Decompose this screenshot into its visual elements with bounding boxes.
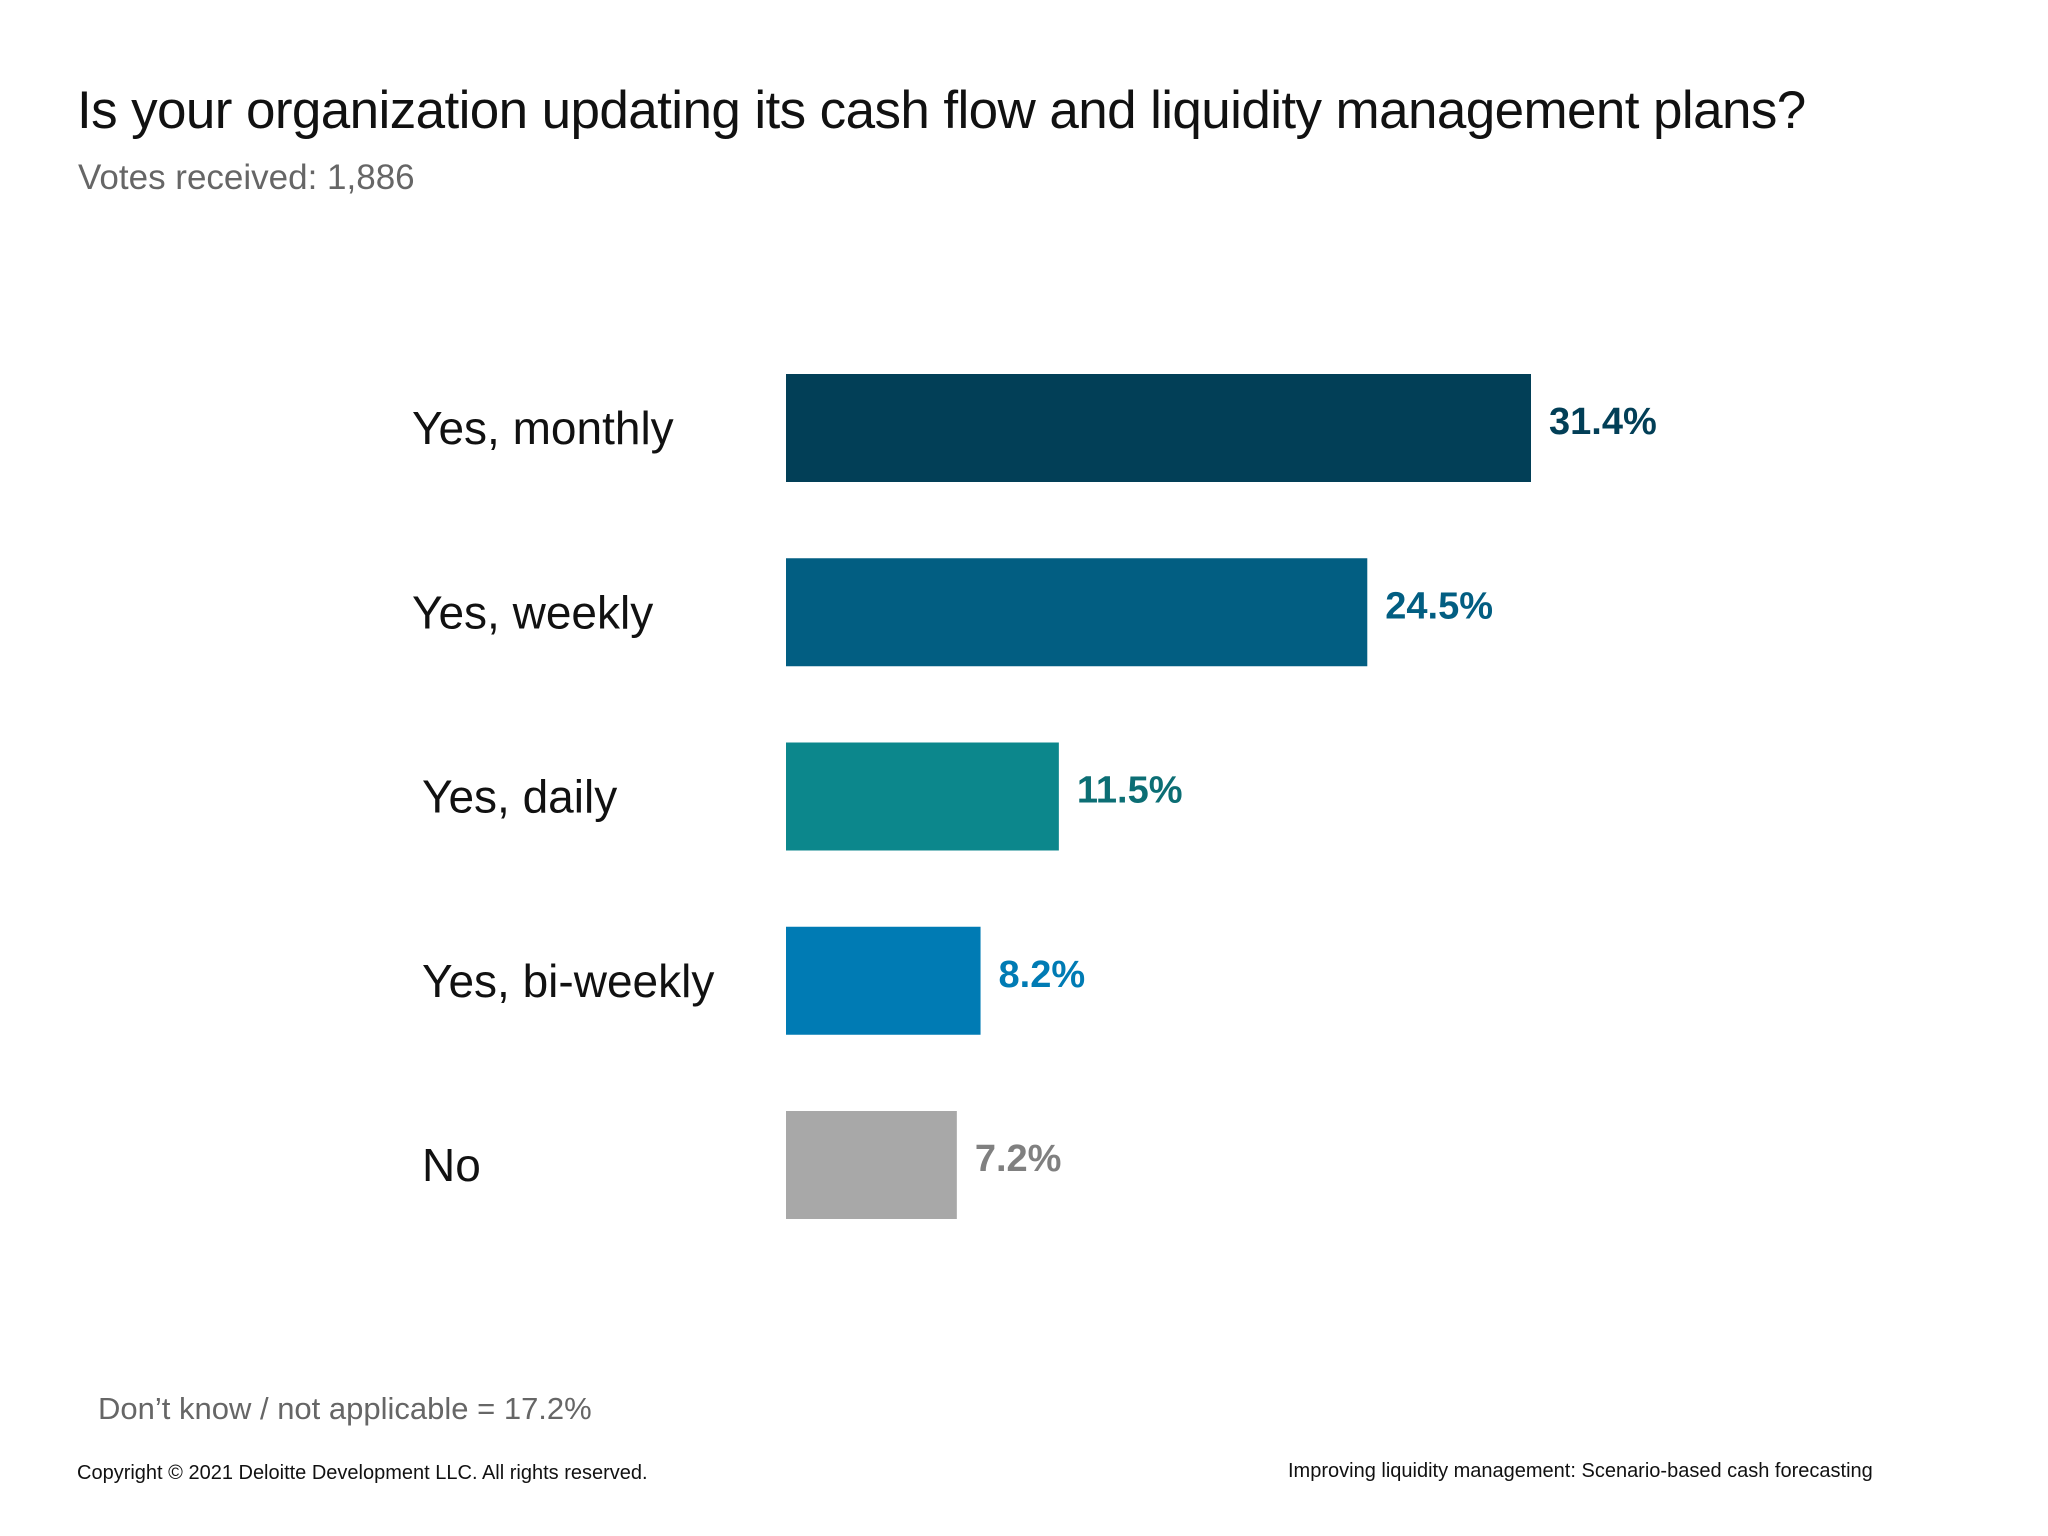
bar-3 bbox=[786, 742, 1059, 851]
copyright-text: Copyright © 2021 Deloitte Development LL… bbox=[77, 1462, 648, 1484]
bar-4 bbox=[786, 926, 981, 1035]
bar-2 bbox=[786, 558, 1368, 667]
value-label: 8.2% bbox=[999, 954, 1086, 996]
category-label: Yes, weekly bbox=[412, 586, 653, 638]
value-label: 31.4% bbox=[1549, 401, 1657, 443]
bar-5 bbox=[786, 1111, 957, 1219]
category-label: Yes, bi-weekly bbox=[422, 955, 714, 1007]
source-text: Improving liquidity management: Scenario… bbox=[1288, 1460, 1873, 1482]
category-label: Yes, daily bbox=[422, 771, 617, 823]
value-label: 24.5% bbox=[1385, 585, 1493, 627]
dont-know-note: Don’t know / not applicable = 17.2% bbox=[98, 1391, 592, 1426]
value-label: 7.2% bbox=[975, 1138, 1062, 1180]
chart-title: Is your organization updating its cash f… bbox=[77, 81, 1806, 140]
category-label: No bbox=[422, 1139, 481, 1191]
value-label: 11.5% bbox=[1077, 770, 1183, 812]
bar-1 bbox=[786, 374, 1531, 482]
votes-received-subtitle: Votes received: 1,886 bbox=[78, 158, 415, 197]
category-label: Yes, monthly bbox=[412, 402, 674, 454]
